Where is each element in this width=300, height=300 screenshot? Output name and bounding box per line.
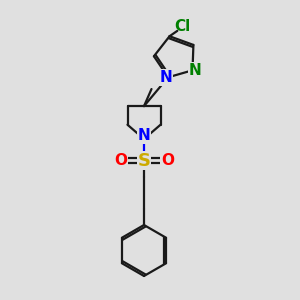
Text: S: S xyxy=(137,152,151,169)
Text: O: O xyxy=(161,153,174,168)
Text: Cl: Cl xyxy=(174,19,190,34)
Text: O: O xyxy=(114,153,127,168)
Text: N: N xyxy=(138,128,150,143)
Text: N: N xyxy=(159,70,172,85)
Text: N: N xyxy=(188,63,201,78)
